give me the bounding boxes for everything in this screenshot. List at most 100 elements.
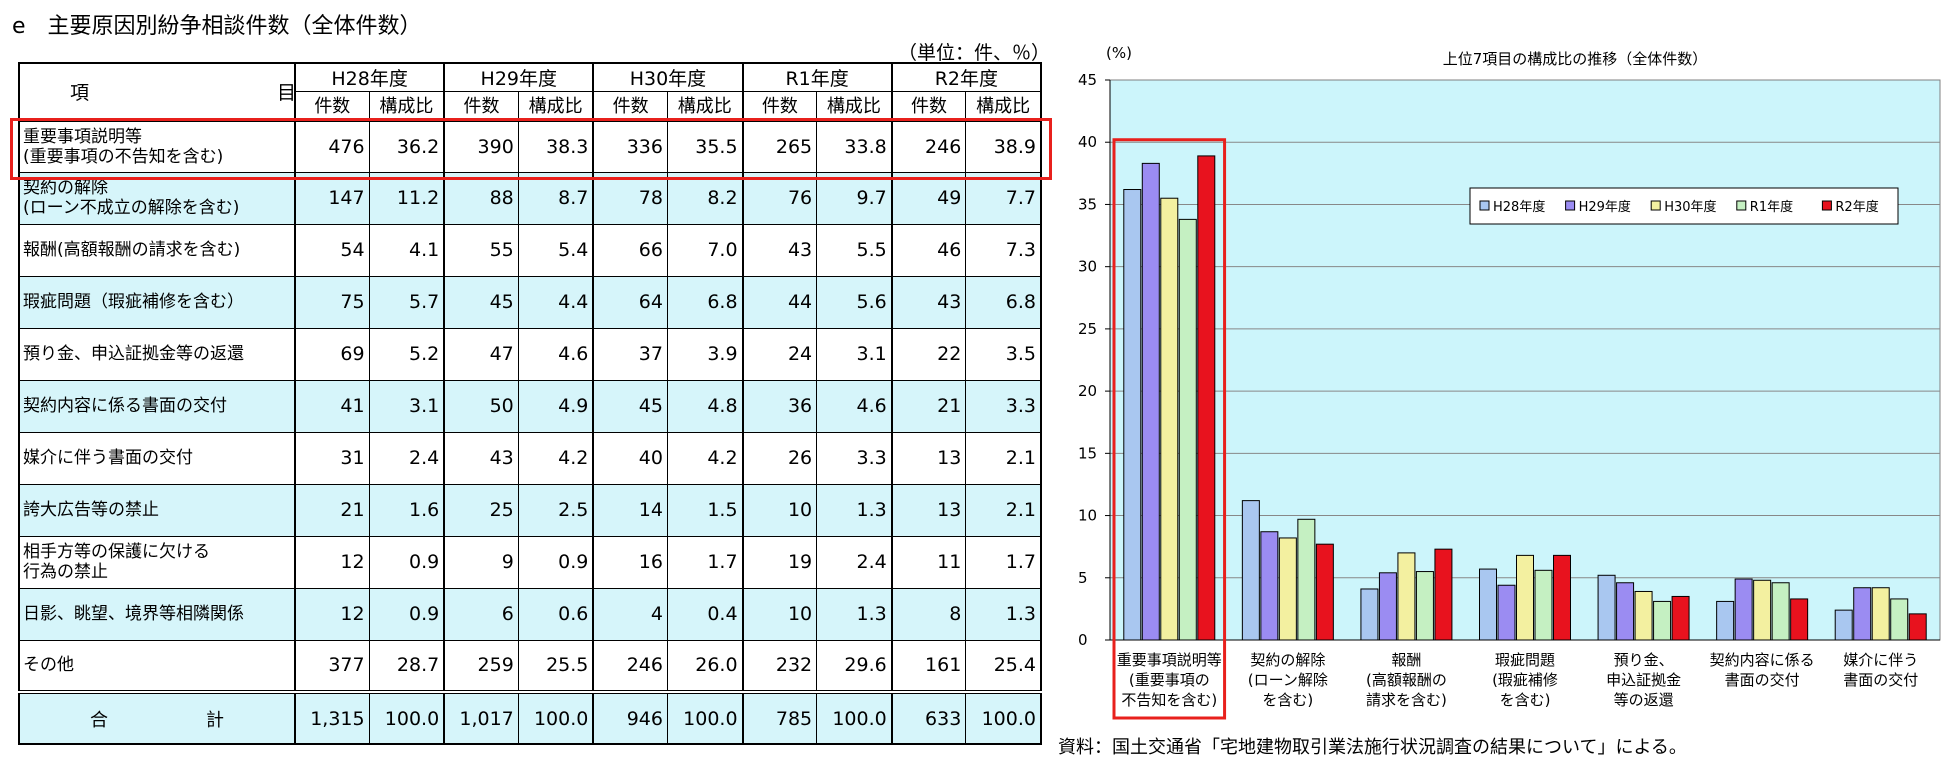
item-label-line: 報酬(高額報酬の請求を含む) — [23, 240, 241, 260]
item-label-line: (重要事項の不告知を含む) — [23, 146, 224, 167]
x-tick-label: 契約の解除 — [1250, 651, 1325, 669]
ratio-cell: 4.1 — [368, 223, 445, 277]
x-tick-label: 重要事項説明等 — [1117, 651, 1222, 669]
bar — [1908, 613, 1927, 641]
bar — [1378, 572, 1397, 641]
count-cell: 78 — [592, 171, 668, 225]
ratio-cell: 38.9 — [965, 119, 1042, 173]
legend-swatch — [1736, 200, 1747, 211]
count-cell: 16 — [592, 535, 668, 589]
count-header: 件数 — [294, 91, 370, 122]
table-row: 重要事項説明等 (重要事項の不告知を含む) 476 36.2 390 38.3 336 35.… — [18, 119, 1042, 173]
count-cell: 22 — [890, 327, 967, 381]
table-row: 預り金、申込証拠金等の返還 69 5.2 47 4.6 37 3.9 24 3.1 22 3.5 — [18, 327, 1042, 381]
x-tick-label: 報酬 — [1391, 651, 1421, 669]
count-header: 件数 — [890, 91, 967, 122]
legend-label: H28年度 — [1493, 199, 1545, 215]
bar — [1434, 548, 1453, 641]
ratio-cell: 0.6 — [517, 587, 594, 641]
count-cell: 8 — [890, 587, 967, 641]
ratio-cell: 2.1 — [965, 483, 1042, 537]
count-cell: 13 — [890, 431, 967, 485]
x-tick-label: (高額報酬の — [1366, 671, 1447, 689]
item-label-line: 誇大広告等の禁止 — [23, 500, 159, 520]
bar — [1241, 500, 1260, 641]
bar — [1753, 579, 1772, 641]
item-label: 瑕疵問題（瑕疵補修を含む） — [18, 275, 296, 329]
count-cell: 47 — [443, 327, 519, 381]
item-label-line: 媒介に伴う書面の交付 — [23, 448, 193, 468]
ratio-cell: 1.3 — [816, 587, 893, 641]
ratio-cell: 9.7 — [816, 171, 893, 225]
count-cell: 25 — [443, 483, 519, 537]
ratio-cell: 1.5 — [666, 483, 744, 537]
item-label-line: 重要事項説明等 — [23, 126, 142, 147]
ratio-cell: 1.3 — [965, 587, 1042, 641]
count-cell: 246 — [592, 639, 668, 693]
ratio-cell: 5.4 — [517, 223, 594, 277]
ratio-cell: 8.7 — [517, 171, 594, 225]
item-label: 重要事項説明等 (重要事項の不告知を含む) — [18, 119, 296, 173]
table-row: 瑕疵問題（瑕疵補修を含む） 75 5.7 45 4.4 64 6.8 44 5.6 43 6.8 — [18, 275, 1042, 329]
bar — [1653, 600, 1672, 641]
count-cell: 259 — [443, 639, 519, 693]
count-cell: 66 — [592, 223, 668, 277]
count-cell: 4 — [592, 587, 668, 641]
total-cell: 100.0 — [368, 690, 445, 745]
ratio-header: 構成比 — [965, 91, 1042, 122]
x-tick-label: を含む) — [1262, 691, 1313, 709]
item-label: 報酬(高額報酬の請求を含む) — [18, 223, 296, 277]
y-tick-label: 5 — [1078, 569, 1088, 587]
item-label: 媒介に伴う書面の交付 — [18, 431, 296, 485]
y-tick-label: 35 — [1078, 195, 1097, 213]
item-label: 契約内容に係る書面の交付 — [18, 379, 296, 433]
ratio-cell: 0.9 — [368, 587, 445, 641]
count-cell: 46 — [890, 223, 967, 277]
bar — [1790, 598, 1809, 641]
bar — [1141, 162, 1160, 641]
total-cell: 100.0 — [965, 690, 1042, 745]
count-cell: 31 — [294, 431, 370, 485]
count-cell: 10 — [741, 483, 818, 537]
bar — [1497, 584, 1516, 641]
total-cell: 100.0 — [517, 690, 594, 745]
ratio-cell: 6.8 — [666, 275, 744, 329]
ratio-cell: 25.5 — [517, 639, 594, 693]
ratio-cell: 4.2 — [666, 431, 744, 485]
count-cell: 50 — [443, 379, 519, 433]
legend-swatch — [1479, 200, 1490, 211]
bar — [1734, 578, 1753, 641]
year-header: H29年度 — [443, 62, 594, 92]
bar — [1616, 582, 1635, 641]
total-cell: 1,315 — [294, 690, 370, 745]
bar — [1597, 574, 1616, 641]
table-row: その他 377 28.7 259 25.5 246 26.0 232 29.6 161 25.4 — [18, 639, 1042, 693]
total-cell: 1,017 — [443, 690, 519, 745]
bar — [1278, 537, 1297, 641]
count-cell: 26 — [741, 431, 818, 485]
year-header: H28年度 — [294, 62, 445, 92]
count-cell: 336 — [592, 119, 668, 173]
ratio-cell: 5.2 — [368, 327, 445, 381]
bar — [1771, 582, 1790, 641]
count-cell: 377 — [294, 639, 370, 693]
count-header: 件数 — [741, 91, 818, 122]
bar — [1871, 587, 1890, 641]
ratio-cell: 25.4 — [965, 639, 1042, 693]
bar — [1260, 531, 1279, 641]
unit-note: （単位：件、％） — [898, 42, 1051, 64]
total-label: 合 計 — [18, 690, 296, 745]
ratio-cell: 33.8 — [816, 119, 893, 173]
count-cell: 75 — [294, 275, 370, 329]
item-label-line: (ローン不成立の解除を含む) — [23, 198, 240, 218]
ratio-cell: 5.5 — [816, 223, 893, 277]
count-cell: 21 — [890, 379, 967, 433]
ratio-header: 構成比 — [816, 91, 893, 122]
count-cell: 64 — [592, 275, 668, 329]
ratio-cell: 6.8 — [965, 275, 1042, 329]
count-cell: 476 — [294, 119, 370, 173]
count-cell: 10 — [741, 587, 818, 641]
count-cell: 19 — [741, 535, 818, 589]
ratio-cell: 5.7 — [368, 275, 445, 329]
item-label-line: 瑕疵問題（瑕疵補修を含む） — [23, 292, 244, 312]
